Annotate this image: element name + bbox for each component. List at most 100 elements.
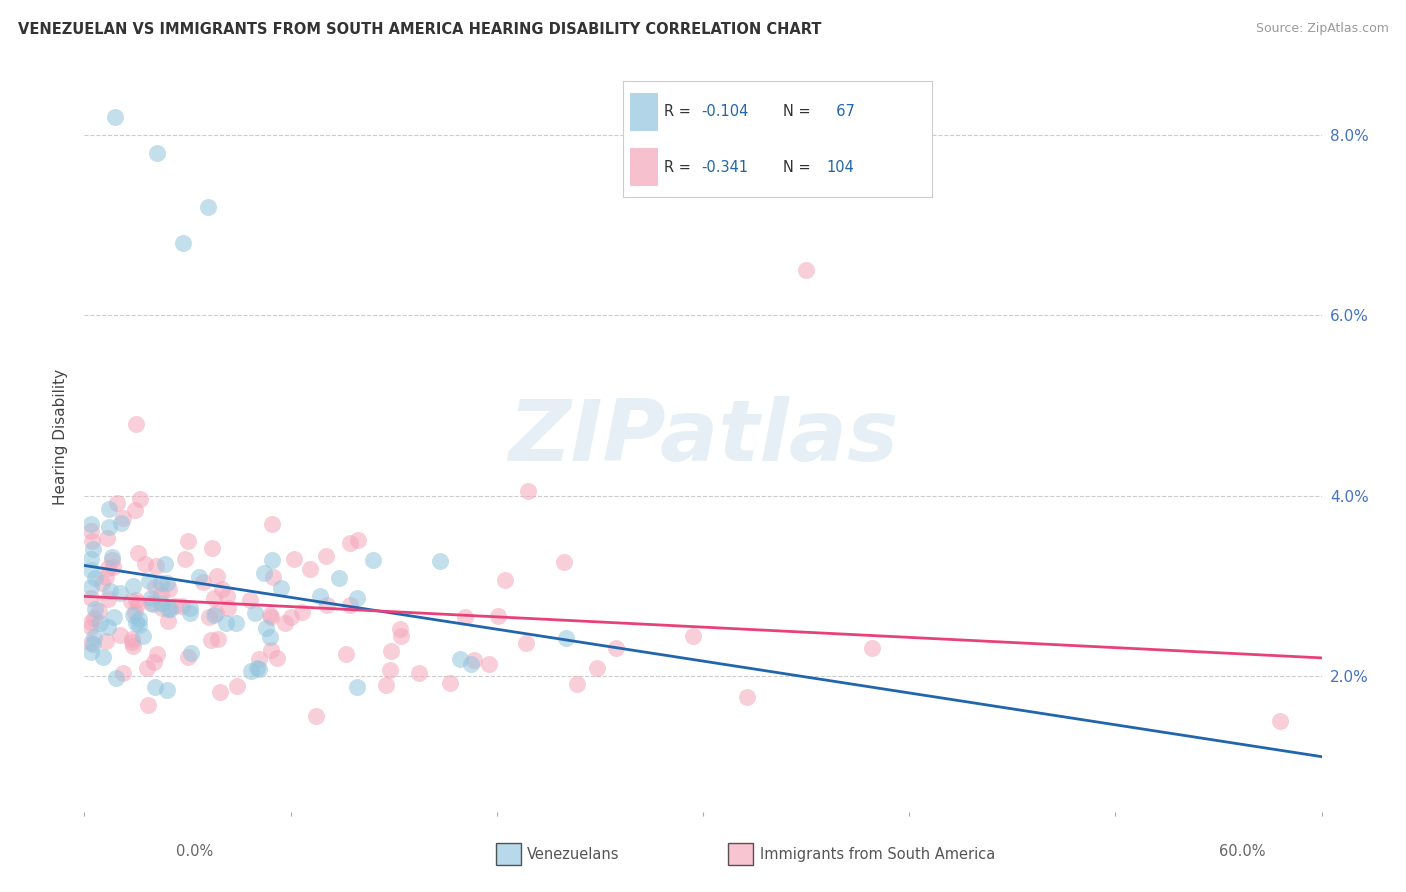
- Point: [260, 610, 283, 624]
- Point: [315, 549, 337, 563]
- Point: [259, 607, 281, 622]
- Point: [243, 606, 266, 620]
- Point: [454, 610, 477, 624]
- Point: [305, 708, 328, 723]
- Point: [142, 597, 165, 611]
- Point: [90, 575, 112, 590]
- Point: [79, 591, 101, 606]
- Point: [361, 552, 384, 566]
- Point: [262, 516, 284, 531]
- Point: [339, 598, 361, 612]
- Point: [121, 635, 143, 649]
- Point: [97, 502, 120, 516]
- Point: [79, 615, 101, 629]
- Text: Venezuelans: Venezuelans: [526, 847, 619, 862]
- Point: [156, 682, 179, 697]
- Point: [225, 616, 247, 631]
- Point: [128, 618, 150, 632]
- Point: [200, 633, 222, 648]
- Text: VENEZUELAN VS IMMIGRANTS FROM SOUTH AMERICA HEARING DISABILITY CORRELATION CHART: VENEZUELAN VS IMMIGRANTS FROM SOUTH AMER…: [18, 22, 821, 37]
- Point: [347, 533, 370, 548]
- Point: [202, 607, 225, 622]
- Point: [209, 685, 232, 699]
- Point: [172, 599, 194, 613]
- Point: [270, 581, 292, 595]
- Point: [165, 599, 187, 613]
- Point: [97, 520, 120, 534]
- Point: [121, 639, 143, 653]
- Point: [605, 641, 627, 656]
- Point: [260, 552, 283, 566]
- Point: [450, 652, 472, 666]
- Point: [83, 631, 105, 645]
- Point: [215, 589, 238, 603]
- Point: [97, 592, 120, 607]
- Point: [253, 566, 276, 580]
- Point: [177, 649, 200, 664]
- Point: [132, 629, 155, 643]
- Point: [122, 607, 145, 622]
- Point: [143, 680, 166, 694]
- Point: [91, 650, 114, 665]
- Point: [298, 562, 321, 576]
- Point: [682, 629, 704, 643]
- Point: [143, 656, 166, 670]
- Point: [124, 606, 146, 620]
- Point: [478, 657, 501, 672]
- Point: [80, 534, 103, 549]
- Point: [145, 580, 167, 594]
- Point: [259, 630, 281, 644]
- Point: [188, 569, 211, 583]
- Point: [179, 601, 201, 615]
- Point: [177, 534, 200, 549]
- Point: [215, 615, 238, 630]
- Point: [429, 554, 451, 568]
- Point: [339, 536, 361, 550]
- Point: [79, 636, 101, 650]
- Point: [494, 573, 516, 587]
- Point: [138, 574, 160, 589]
- Point: [150, 601, 173, 615]
- Point: [145, 559, 167, 574]
- Point: [104, 110, 127, 124]
- Point: [262, 569, 284, 583]
- Point: [273, 615, 295, 630]
- Point: [128, 612, 150, 626]
- Point: [139, 591, 162, 606]
- Point: [125, 417, 148, 431]
- Point: [585, 661, 607, 675]
- Point: [94, 634, 117, 648]
- Point: [191, 574, 214, 589]
- Point: [346, 681, 368, 695]
- Point: [553, 556, 575, 570]
- Point: [554, 632, 576, 646]
- Point: [197, 200, 219, 214]
- Point: [486, 608, 509, 623]
- Point: [153, 557, 176, 571]
- Point: [83, 601, 105, 615]
- Point: [122, 578, 145, 592]
- Point: [121, 632, 143, 646]
- Point: [150, 597, 173, 611]
- Point: [408, 665, 430, 680]
- Point: [108, 628, 131, 642]
- Point: [515, 636, 537, 650]
- Text: ZIPatlas: ZIPatlas: [508, 395, 898, 479]
- Point: [96, 531, 118, 545]
- Point: [1270, 714, 1292, 729]
- Point: [111, 666, 134, 681]
- Point: [316, 598, 339, 612]
- Point: [460, 657, 482, 671]
- Point: [207, 632, 229, 647]
- Point: [346, 591, 368, 605]
- Point: [127, 546, 149, 560]
- Point: [150, 576, 173, 591]
- Point: [157, 614, 180, 628]
- Point: [565, 677, 588, 691]
- Point: [378, 663, 401, 677]
- Point: [98, 583, 121, 598]
- Point: [110, 516, 132, 530]
- Point: [83, 611, 105, 625]
- Point: [125, 616, 148, 631]
- Point: [205, 607, 228, 621]
